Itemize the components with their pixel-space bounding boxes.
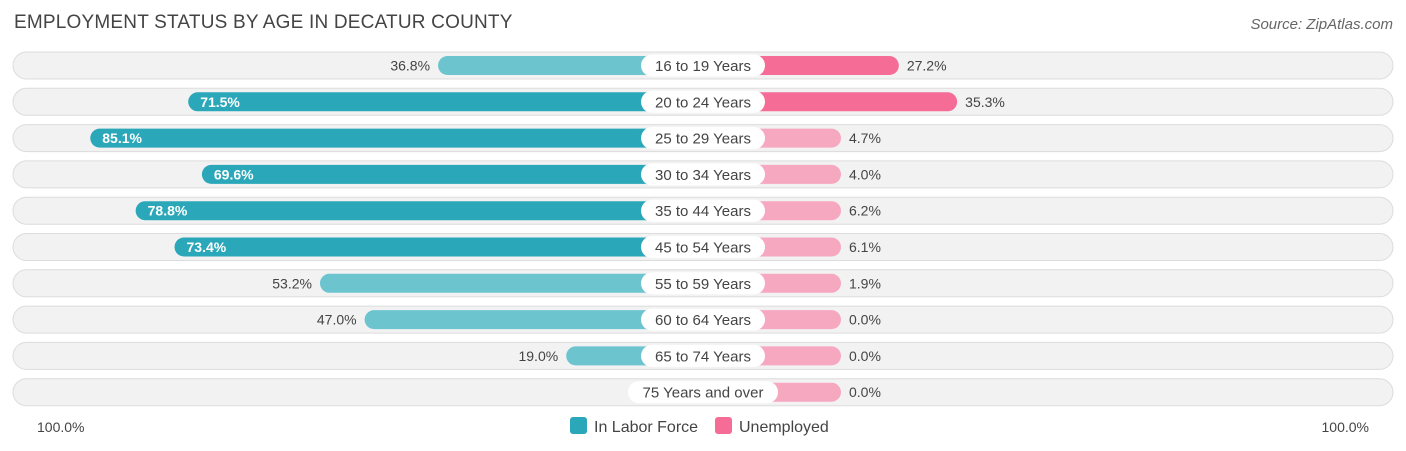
label-unemployed-60-to-64-years: 0.0%: [849, 312, 881, 328]
legend-swatch-labor-force: [570, 417, 587, 434]
label-unemployed-45-to-54-years: 6.1%: [849, 239, 881, 255]
label-unemployed-25-to-29-years: 4.7%: [849, 130, 881, 146]
bar-labor-60-to-64-years: [364, 310, 703, 330]
category-pill-55-to-59-years: [641, 272, 765, 295]
label-labor-60-to-64-years: 47.0%: [317, 312, 357, 328]
category-label-35-to-44-years: 35 to 44 Years: [655, 203, 751, 220]
category-pill-20-to-24-years: [641, 90, 765, 113]
label-labor-65-to-74-years: 19.0%: [518, 348, 558, 364]
category-label-25-to-29-years: 25 to 29 Years: [655, 131, 751, 148]
bar-labor-45-to-54-years: [174, 237, 703, 257]
bar-labor-25-to-29-years: [90, 128, 703, 148]
label-labor-25-to-29-years: 85.1%: [102, 130, 142, 146]
label-unemployed-75-years-and-over: 0.0%: [849, 384, 881, 400]
category-pill-45-to-54-years: [641, 236, 765, 258]
category-pill-75-years-and-over: [628, 381, 778, 404]
category-pill-60-to-64-years: [641, 308, 765, 331]
category-pill-16-to-19-years: [641, 54, 765, 77]
category-pill-35-to-44-years: [641, 199, 765, 222]
chart-title: EMPLOYMENT STATUS BY AGE IN DECATUR COUN…: [14, 12, 513, 33]
label-unemployed-35-to-44-years: 6.2%: [849, 203, 881, 219]
category-label-60-to-64-years: 60 to 64 Years: [655, 312, 751, 329]
legend-label-unemployed: Unemployed: [739, 419, 829, 436]
label-unemployed-16-to-19-years: 27.2%: [907, 58, 947, 74]
category-label-45-to-54-years: 45 to 54 Years: [655, 240, 751, 257]
bar-labor-20-to-24-years: [188, 92, 703, 112]
label-labor-30-to-34-years: 69.6%: [214, 166, 254, 182]
label-unemployed-30-to-34-years: 4.0%: [849, 166, 881, 182]
label-labor-20-to-24-years: 71.5%: [200, 94, 240, 110]
category-label-65-to-74-years: 65 to 74 Years: [655, 348, 751, 365]
label-labor-55-to-59-years: 53.2%: [272, 275, 312, 291]
chart-source: Source: ZipAtlas.com: [1250, 16, 1393, 33]
category-label-30-to-34-years: 30 to 34 Years: [655, 167, 751, 184]
axis-right-label: 100.0%: [1322, 419, 1369, 435]
bar-labor-16-to-19-years: [438, 56, 703, 75]
axis-left-label: 100.0%: [37, 419, 84, 435]
category-pill-30-to-34-years: [641, 163, 765, 186]
label-labor-16-to-19-years: 36.8%: [390, 58, 430, 74]
category-label-16-to-19-years: 16 to 19 Years: [655, 58, 751, 75]
label-unemployed-20-to-24-years: 35.3%: [965, 94, 1005, 110]
bar-labor-35-to-44-years: [135, 201, 703, 221]
bar-labor-55-to-59-years: [319, 273, 703, 293]
legend-swatch-unemployed: [715, 417, 732, 434]
category-pill-65-to-74-years: [641, 344, 765, 367]
bar-unemployed-20-to-24-years: [703, 92, 958, 112]
label-labor-45-to-54-years: 73.4%: [187, 239, 227, 255]
label-labor-35-to-44-years: 78.8%: [148, 203, 188, 219]
category-pill-25-to-29-years: [641, 127, 765, 150]
category-label-55-to-59-years: 55 to 59 Years: [655, 276, 751, 293]
category-label-20-to-24-years: 20 to 24 Years: [655, 94, 751, 111]
label-unemployed-65-to-74-years: 0.0%: [849, 348, 881, 364]
label-unemployed-55-to-59-years: 1.9%: [849, 275, 881, 291]
bar-labor-30-to-34-years: [201, 164, 703, 184]
category-label-75-years-and-over: 75 Years and over: [643, 385, 764, 402]
legend-label-labor-force: In Labor Force: [594, 419, 698, 436]
